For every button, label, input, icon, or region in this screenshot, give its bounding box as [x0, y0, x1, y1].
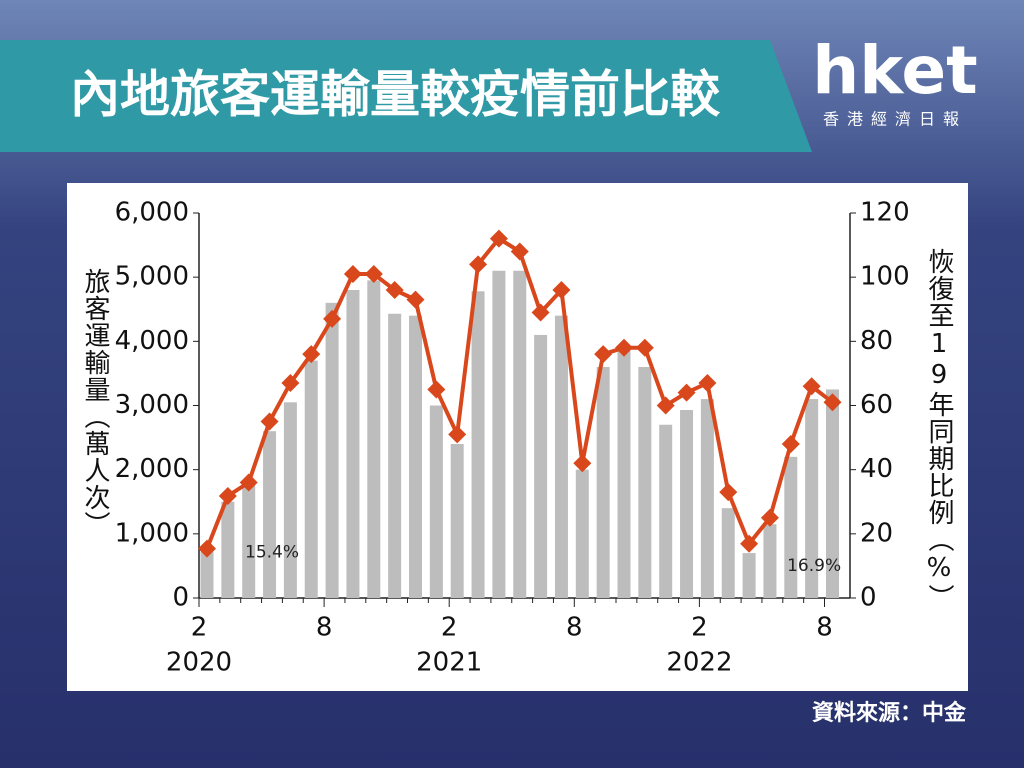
bar: [742, 553, 756, 598]
marker: [323, 309, 342, 328]
marker: [781, 435, 800, 453]
x-year-label: 2021: [416, 648, 482, 678]
bar: [534, 334, 548, 598]
bar: [826, 389, 839, 598]
marker: [719, 483, 738, 502]
y2-tick-label: 0: [860, 583, 877, 613]
bar: [346, 290, 360, 598]
x-tick-label: 8: [316, 613, 333, 643]
x-tick-label: 2: [441, 613, 458, 643]
source: 資料來源：中金: [812, 700, 967, 726]
marker: [427, 380, 446, 399]
bar: [242, 482, 256, 598]
bar: [513, 270, 527, 598]
marker: [302, 345, 321, 364]
bar: [763, 524, 777, 598]
bar: [721, 508, 735, 598]
marker: [615, 338, 633, 357]
logo: hket: [812, 32, 977, 109]
y2-axis-label: 恢復至19年同期比例（%）: [924, 248, 954, 611]
y-tick-label: 6,000: [115, 198, 189, 228]
bar: [659, 424, 673, 598]
y-tick-label: 3,000: [115, 390, 189, 420]
bar: [221, 501, 235, 598]
y2-tick-label: 60: [860, 390, 893, 420]
x-year-label: 2022: [666, 648, 732, 678]
marker: [656, 396, 675, 415]
marker: [594, 345, 613, 364]
marker: [573, 454, 592, 473]
marker: [448, 425, 467, 444]
bar: [617, 350, 631, 598]
y2-tick-label: 80: [860, 326, 893, 356]
marker: [802, 377, 821, 396]
x-year-label: 2020: [166, 648, 232, 678]
title-banner: [0, 40, 812, 152]
marker: [239, 473, 258, 492]
y-tick-label: 1,000: [115, 518, 189, 548]
bar: [596, 367, 610, 598]
bar: [263, 431, 277, 598]
y2-tick-label: 20: [860, 518, 893, 548]
bar: [554, 315, 568, 598]
bar: [784, 456, 798, 598]
x-tick-label: 8: [566, 613, 583, 643]
x-tick-label: 2: [691, 613, 708, 643]
y-tick-label: 5,000: [115, 262, 189, 292]
marker: [635, 338, 654, 357]
marker: [698, 374, 717, 393]
title: 內地旅客運輸量較疫情前比較: [70, 66, 721, 124]
marker: [740, 534, 759, 553]
marker: [385, 281, 404, 299]
bar: [638, 367, 652, 598]
value-label: 16.9%: [787, 556, 841, 576]
y2-tick-label: 100: [860, 262, 910, 292]
y-tick-label: 0: [172, 583, 189, 613]
bar: [429, 405, 443, 598]
bar: [200, 551, 214, 598]
bar: [409, 315, 422, 598]
marker: [218, 486, 237, 505]
bar: [450, 444, 464, 598]
marker: [677, 383, 696, 402]
bar: [700, 399, 714, 598]
marker: [552, 281, 571, 299]
x-tick-label: 2: [191, 613, 208, 643]
bar: [805, 399, 819, 598]
bar: [492, 270, 506, 598]
bar: [325, 302, 339, 598]
bar: [367, 280, 381, 598]
marker: [406, 290, 425, 309]
bar: [575, 469, 589, 598]
marker: [489, 229, 508, 248]
y2-tick-label: 120: [860, 198, 910, 228]
y-tick-label: 4,000: [115, 326, 189, 356]
bar: [680, 409, 694, 598]
marker: [281, 374, 300, 393]
marker: [364, 264, 383, 283]
marker: [198, 539, 216, 558]
y-tick-label: 2,000: [115, 454, 189, 484]
x-tick-label: 8: [816, 613, 833, 643]
marker: [469, 255, 488, 274]
y-axis-label: 旅客運輸量（萬人次）: [80, 268, 110, 538]
bar: [388, 313, 402, 598]
logo-subtitle: 香港經濟日報: [823, 110, 967, 129]
bar: [304, 360, 318, 598]
marker: [531, 303, 550, 322]
y2-tick-label: 40: [860, 454, 893, 484]
marker: [823, 393, 842, 412]
marker: [760, 508, 779, 527]
bar: [471, 291, 485, 598]
value-label: 15.4%: [245, 543, 299, 563]
bar: [283, 402, 297, 598]
marker: [260, 412, 279, 431]
marker: [343, 264, 362, 283]
marker: [510, 242, 529, 261]
